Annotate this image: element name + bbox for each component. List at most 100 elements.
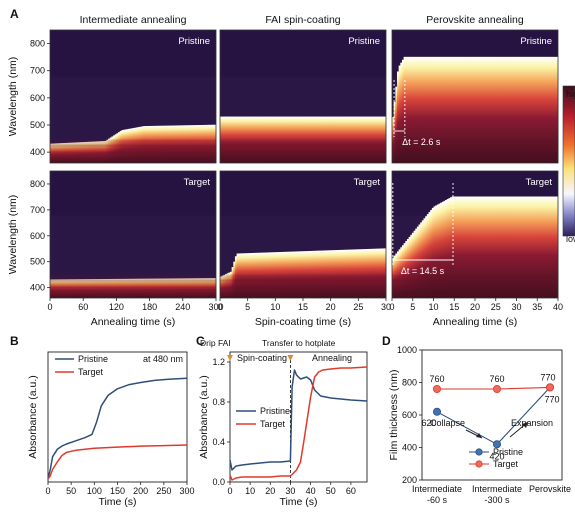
heatmap-column [268, 252, 271, 298]
heatmap-column [223, 116, 226, 163]
heatmap-column [524, 56, 527, 163]
heatmap-column [513, 56, 516, 163]
heatmap-column [108, 278, 111, 298]
heatmap-column [299, 116, 302, 163]
heatmap-column [471, 196, 474, 298]
heatmap-column [238, 253, 241, 298]
x-tick-label: 5 [245, 302, 250, 312]
heatmap-column [410, 234, 413, 298]
heatmap-column [259, 252, 262, 298]
heatmap-column [369, 116, 372, 163]
heatmap-column [372, 116, 375, 163]
heatmap-column [298, 116, 301, 163]
heatmap-column [413, 230, 416, 298]
heatmap-column [405, 56, 408, 163]
x-tick-label: 100 [87, 486, 102, 496]
heatmap-column [94, 279, 97, 298]
heatmap-column [551, 56, 554, 163]
heatmap-column [440, 56, 443, 163]
heatmap-column [79, 279, 82, 298]
heatmap-column [461, 56, 464, 163]
heatmap-column [86, 279, 89, 298]
x-tick-label: 15 [449, 302, 459, 312]
heatmap-column [118, 132, 121, 163]
heatmap-column [278, 116, 281, 163]
heatmap-column [396, 251, 400, 298]
heatmap-column [494, 196, 497, 298]
x-tick-label: 250 [156, 486, 171, 496]
data-label: 760 [489, 374, 504, 384]
panel-label-a: A [10, 7, 19, 21]
data-label: 420 [489, 451, 504, 461]
heatmap-column [501, 196, 504, 298]
heatmap-column [381, 248, 384, 298]
legend-label: Target [78, 367, 104, 377]
heatmap-column [114, 278, 117, 298]
heatmap-column [460, 56, 463, 163]
heatmap-column [379, 248, 382, 298]
heatmap-column [116, 278, 119, 298]
heatmap-column [174, 125, 177, 163]
heatmap-column [154, 125, 157, 163]
y-axis-label: Film thickness (nm) [388, 369, 400, 460]
heatmap-column [470, 196, 473, 298]
heatmap-column [431, 56, 434, 163]
y-tick-label: 1000 [397, 345, 417, 355]
heatmap-column [484, 196, 488, 298]
heatmap-column [533, 196, 536, 298]
plot-frame [229, 351, 368, 483]
heatmap-column [441, 201, 444, 298]
heatmap-column [293, 116, 296, 163]
colorbar-low-label: low [566, 234, 575, 244]
heatmap-column [89, 141, 92, 163]
heatmap-column [124, 278, 127, 298]
data-point-pristine [492, 440, 501, 449]
heatmap-column [533, 56, 536, 163]
heatmap-column [53, 279, 56, 298]
data-point-target [546, 383, 555, 392]
heatmap-column [58, 279, 61, 298]
heatmap-column [433, 206, 436, 298]
heatmap-column [445, 199, 448, 298]
legend-label: Target [260, 419, 286, 429]
heatmap-column [144, 126, 147, 163]
heatmap-column [468, 56, 471, 163]
x-tick-label: 180 [142, 302, 157, 312]
heatmap-column [511, 56, 514, 163]
heatmap-column [463, 56, 466, 163]
heatmap-shade [220, 171, 386, 216]
heatmap-column-title: Perovskite annealing [426, 14, 524, 26]
heatmap-column [156, 278, 159, 298]
heatmap-column [263, 116, 266, 163]
x-tick-label: 10 [270, 302, 280, 312]
heatmap-column [483, 56, 486, 163]
heatmap-column [466, 196, 469, 298]
heatmap-column [400, 247, 403, 298]
heatmap-column [529, 56, 532, 163]
heatmap-column [526, 196, 529, 298]
heatmap-column [286, 116, 289, 163]
heatmap-column [421, 220, 424, 298]
x-tick-label: 30 [285, 486, 295, 496]
heatmap-column [50, 279, 53, 298]
heatmap-column [228, 116, 231, 163]
heatmap-column [291, 116, 294, 163]
heatmap-column [519, 196, 522, 298]
heatmap-column [376, 248, 379, 298]
heatmap-column [503, 196, 506, 298]
heatmap-column [303, 251, 306, 298]
heatmap-column [307, 251, 311, 298]
heatmap-column [274, 116, 277, 163]
heatmap-column [486, 56, 489, 163]
y-axis-label: Absorbance (a.u.) [27, 375, 39, 458]
heatmap-column [304, 251, 307, 298]
heatmap-column [226, 116, 229, 163]
heatmap-column [261, 252, 264, 298]
heatmap-column [309, 116, 312, 163]
y-tick-label: 400 [402, 443, 417, 453]
category-label: Intermediate [472, 484, 522, 494]
heatmap-column [182, 278, 185, 298]
heatmap-column [279, 116, 282, 163]
heatmap-column [231, 116, 234, 163]
heatmap-column [366, 116, 369, 163]
